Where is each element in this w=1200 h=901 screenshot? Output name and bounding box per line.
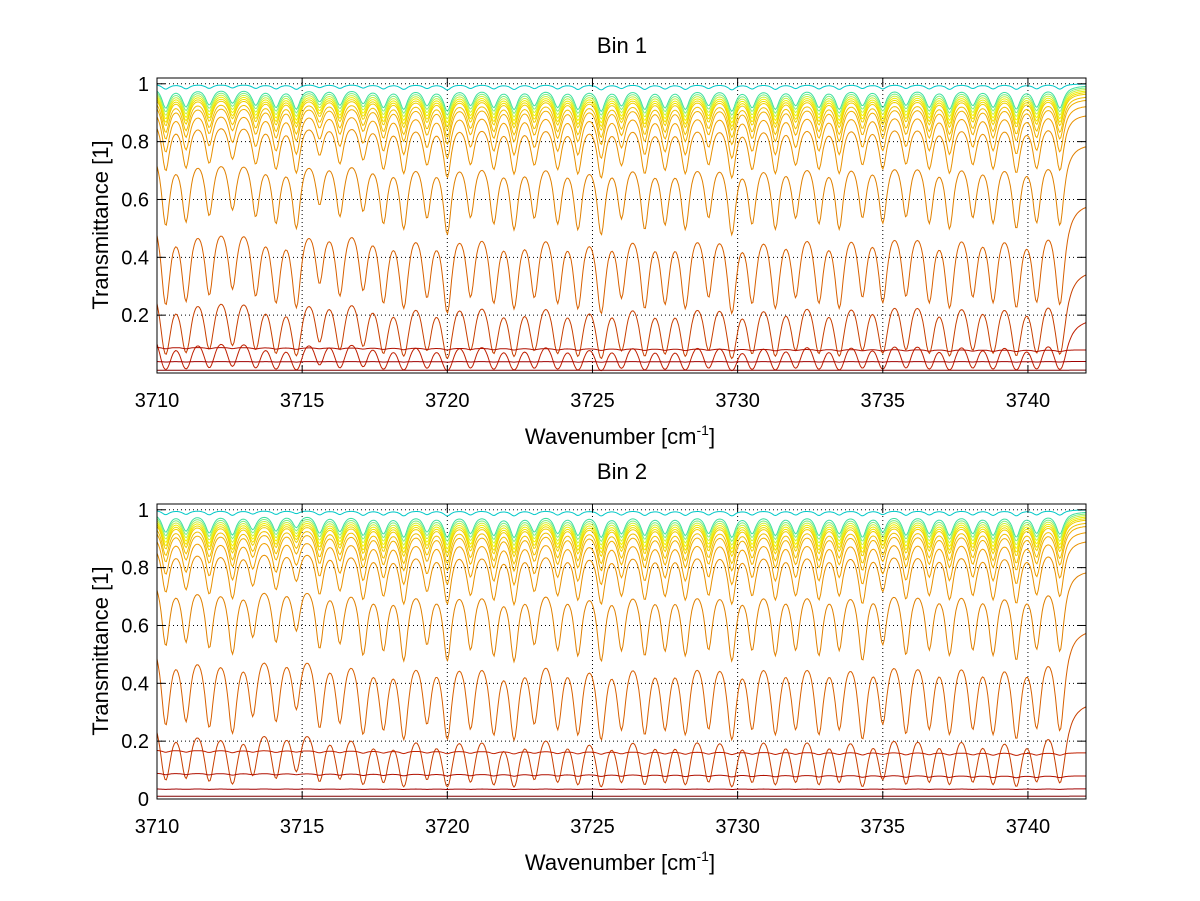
spectrum-line xyxy=(156,106,1087,160)
x-axis-title-main: Wavenumber [cm xyxy=(525,850,697,875)
spectrum-line xyxy=(156,90,1087,124)
spectrum-line xyxy=(156,93,1087,132)
x-tick-label: 3720 xyxy=(425,816,470,838)
y-axis-title: Transmittance [1] xyxy=(88,140,113,309)
x-tick-label: 3735 xyxy=(861,390,906,412)
spectrum-line xyxy=(156,706,1087,788)
spectrum-line xyxy=(156,346,1086,353)
y-tick-label: 0.4 xyxy=(121,673,149,695)
spectrum-line xyxy=(156,532,1087,587)
x-axis-title-end: ] xyxy=(709,850,715,875)
axis-ticks: 3710 3715 3720 3725 3730 3735 3740 0 0.2 0.4 0.6 0.… xyxy=(121,500,1086,838)
x-axis-title-main: Wavenumber [cm xyxy=(525,424,697,449)
spectrum-line xyxy=(156,772,1086,779)
spectrum-line xyxy=(156,85,1087,113)
spectrum-line xyxy=(156,522,1087,565)
spectrum-line xyxy=(156,146,1087,237)
x-tick-label: 3720 xyxy=(425,390,470,412)
panel-bin-2: Bin 2 3710 3715 3720 3725 3730 3735 3740 0 0.2 0.… xyxy=(88,459,1087,875)
x-tick-label: 3735 xyxy=(861,816,906,838)
spectrum-line xyxy=(156,83,1086,91)
spectrum-line xyxy=(156,274,1087,360)
grid-lines xyxy=(157,78,1086,373)
axis-ticks: 3710 3715 3720 3725 3730 3735 3740 0.2 0.4 0.6 0.8… xyxy=(121,74,1086,412)
spectrum-line xyxy=(156,541,1087,607)
x-tick-label: 3730 xyxy=(715,816,760,838)
grid-lines xyxy=(157,504,1086,799)
spectrum-line xyxy=(156,518,1087,554)
x-axis-title-end: ] xyxy=(709,424,715,449)
x-tick-label: 3710 xyxy=(135,390,180,412)
spectrum-line xyxy=(156,96,1087,139)
spectrum-line xyxy=(156,519,1087,558)
spectra-curves xyxy=(156,83,1087,372)
x-tick-label: 3725 xyxy=(570,390,615,412)
y-tick-label: 0.2 xyxy=(121,305,149,327)
plot-frame xyxy=(156,77,1087,374)
x-axis-title: Wavenumber [cm-1] xyxy=(525,848,715,875)
x-axis-title: Wavenumber [cm-1] xyxy=(525,422,715,449)
y-tick-label: 0.8 xyxy=(121,132,149,154)
y-tick-label: 0.2 xyxy=(121,731,149,753)
x-tick-label: 3715 xyxy=(280,390,325,412)
spectrum-line xyxy=(156,87,1087,117)
y-tick-label: 1 xyxy=(138,74,149,96)
spectrum-line xyxy=(156,515,1087,547)
y-tick-label: 0.6 xyxy=(121,189,149,211)
spectrum-line xyxy=(156,509,1086,517)
x-tick-label: 3740 xyxy=(1006,390,1051,412)
spectrum-line xyxy=(156,526,1087,573)
y-axis-title: Transmittance [1] xyxy=(88,566,113,735)
spectra-curves xyxy=(156,509,1087,797)
x-tick-label: 3715 xyxy=(280,816,325,838)
spectrum-line xyxy=(156,92,1087,128)
spectrum-line xyxy=(156,749,1086,756)
spectrum-line xyxy=(157,361,1086,363)
spectrum-line xyxy=(156,89,1087,120)
plot-frame xyxy=(156,503,1087,800)
spectrum-line xyxy=(156,572,1087,664)
x-tick-label: 3740 xyxy=(1006,816,1051,838)
spectrum-line xyxy=(156,99,1087,146)
spectrum-line xyxy=(156,206,1087,316)
y-tick-label: 0.6 xyxy=(121,615,149,637)
spectrum-line xyxy=(156,516,1087,551)
spectrum-line xyxy=(157,788,1086,790)
y-tick-label: 0 xyxy=(138,789,149,811)
spectrum-line xyxy=(156,513,1087,543)
spectrum-line xyxy=(156,511,1087,539)
y-tick-label: 1 xyxy=(138,500,149,522)
x-tick-label: 3730 xyxy=(715,390,760,412)
panel-bin-1: Bin 1 3710 3715 3720 3725 3730 3735 3740 0.2 0.4… xyxy=(88,33,1087,449)
x-tick-label: 3725 xyxy=(570,816,615,838)
y-tick-label: 0.4 xyxy=(121,247,149,269)
spectrum-line xyxy=(156,633,1087,743)
x-tick-label: 3710 xyxy=(135,816,180,838)
x-axis-title-sup: -1 xyxy=(697,848,710,864)
panel-title: Bin 2 xyxy=(597,459,647,484)
x-axis-title-sup: -1 xyxy=(697,422,710,438)
y-tick-label: 0.8 xyxy=(121,558,149,580)
panel-title: Bin 1 xyxy=(597,33,647,58)
spectrum-line xyxy=(156,115,1087,180)
